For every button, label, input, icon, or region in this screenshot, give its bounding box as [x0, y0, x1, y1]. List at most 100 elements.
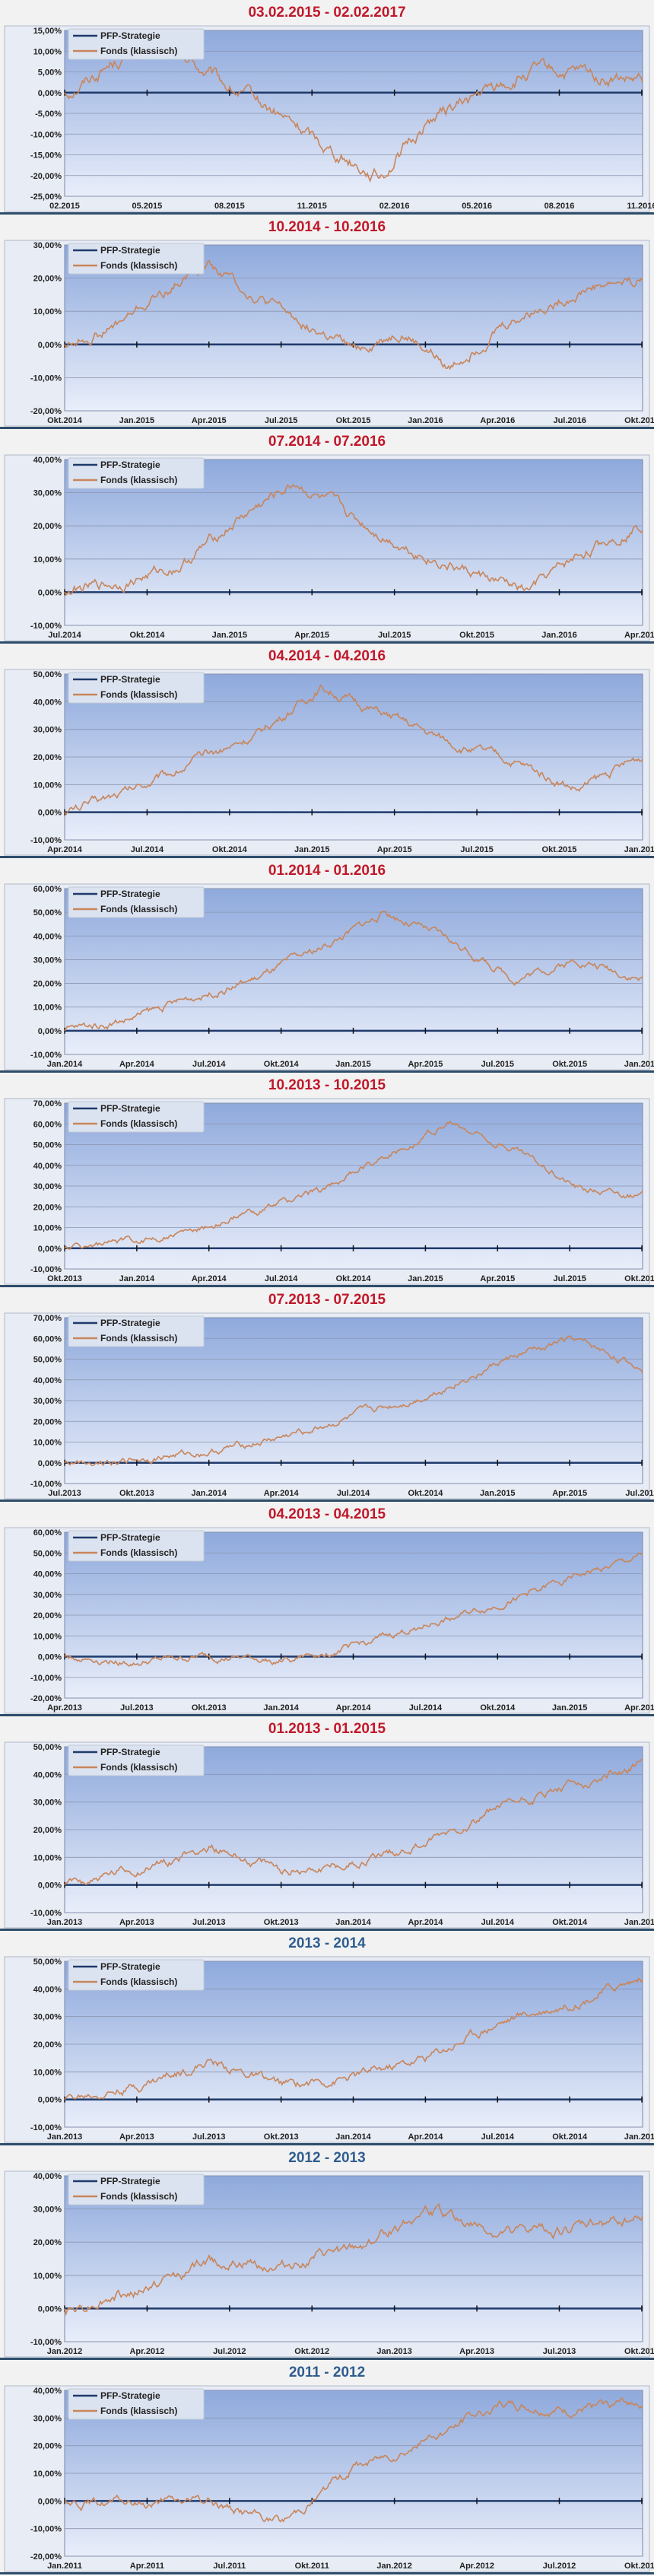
legend-label-fonds: Fonds (klassisch) — [100, 1977, 177, 1987]
chart-title: 10.2014 - 10.2016 — [268, 219, 386, 235]
x-tick-label: Jan.2015 — [119, 416, 154, 425]
y-tick-label: 30,00% — [33, 1591, 62, 1600]
panel-separator — [0, 1499, 654, 1502]
chart-title: 01.2014 - 01.2016 — [268, 863, 386, 879]
y-tick-label: 40,00% — [33, 1770, 62, 1779]
x-tick-label: Jul.2014 — [131, 845, 164, 854]
x-tick-label: Jul.2013 — [192, 1918, 225, 1927]
x-tick-label: Jul.2015 — [553, 1274, 586, 1283]
chart-svg: 40,00%30,00%20,00%10,00%0,00%-10,00%Jul.… — [4, 454, 654, 641]
x-tick-label: Jul.2014 — [481, 2132, 515, 2142]
x-tick-label: Okt.2013 — [119, 1489, 154, 1498]
x-tick-label: Okt.2015 — [542, 845, 577, 854]
y-tick-label: 10,00% — [33, 47, 62, 56]
y-tick-label: 0,00% — [38, 1245, 62, 1254]
series-line-fonds — [64, 1553, 643, 1668]
x-tick-label: 11.2015 — [297, 202, 327, 211]
legend-box — [68, 672, 205, 704]
legend-label-fonds: Fonds (klassisch) — [100, 1762, 177, 1773]
y-tick-label: 0,00% — [38, 809, 62, 818]
y-tick-label: 30,00% — [33, 1798, 62, 1808]
legend-label-pfp: PFP-Strategie — [100, 1318, 160, 1328]
x-tick-label: Jul.2015 — [625, 1489, 654, 1498]
x-tick-label: Jan.2014 — [263, 1703, 299, 1713]
x-tick-label: Okt.2014 — [264, 1060, 300, 1069]
y-tick-label: 20,00% — [33, 2040, 62, 2050]
x-tick-label: Jul.2015 — [460, 845, 493, 854]
chart-title: 2011 - 2012 — [288, 2365, 366, 2380]
x-tick-label: Apr.2014 — [264, 1489, 300, 1498]
x-tick-label: Jan.2015 — [408, 1274, 443, 1283]
chart-svg: 70,00% 60,00% 50,00% 40,00% 30,00% 20,00% 10,0… — [4, 1312, 654, 1499]
chart-svg: 30,00%20,00%10,00%0,00%-10,00%-20,00%Okt… — [4, 240, 654, 427]
y-tick-label: -10,00% — [30, 1674, 62, 1683]
series-line-fonds — [64, 2202, 643, 2317]
y-tick-label: 50,00% — [33, 1356, 62, 1365]
panel-separator — [0, 2358, 654, 2360]
legend-label-fonds: Fonds (klassisch) — [100, 260, 177, 271]
legend-box — [68, 457, 205, 489]
x-tick-label: Jan.2015 — [624, 1918, 654, 1927]
panel-separator — [0, 2572, 654, 2574]
x-tick-label: Okt.2013 — [264, 2132, 299, 2142]
y-tick-label: 30,00% — [33, 2013, 62, 2022]
chart-panel: 04.2014 - 04.2016 50,00% 40,00% 30,00% 20,00… — [0, 644, 654, 858]
legend-label-fonds: Fonds (klassisch) — [100, 1333, 177, 1344]
y-tick-label: 50,00% — [33, 670, 62, 679]
chart-panel: 2012 - 2013 40,00% 30,00% 20,00% 10,00% 0,00%… — [0, 2145, 654, 2360]
y-tick-label: -10,00% — [30, 836, 62, 845]
y-tick-label: 70,00% — [33, 1099, 62, 1108]
chart-svg: 60,00% 50,00% 40,00% 30,00% 20,00% 10,00% 0,00… — [4, 883, 654, 1070]
y-tick-label: 20,00% — [33, 1203, 62, 1212]
y-tick-label: -20,00% — [30, 2552, 62, 2562]
chart-title: 01.2013 - 01.2015 — [268, 1721, 386, 1737]
y-tick-label: 0,00% — [38, 588, 62, 597]
series-line-fonds — [64, 1758, 643, 1886]
x-tick-label: Okt.2014 — [552, 1918, 588, 1927]
x-tick-label: Okt.2012 — [294, 2347, 329, 2356]
x-tick-label: Jan.2014 — [335, 2132, 371, 2142]
x-tick-label: Jul.2014 — [265, 1274, 298, 1283]
x-tick-label: Jul.2013 — [192, 2132, 225, 2142]
y-tick-label: 40,00% — [33, 698, 62, 707]
panel-separator — [0, 856, 654, 858]
chart-title: 2012 - 2013 — [288, 2150, 366, 2166]
x-tick-label: Apr.2015 — [294, 631, 329, 640]
x-tick-label: Okt.2014 — [408, 1489, 443, 1498]
legend-box — [68, 28, 205, 60]
legend-label-fonds: Fonds (klassisch) — [100, 1547, 177, 1558]
x-tick-label: Okt.2014 — [336, 1274, 372, 1283]
y-tick-label: 20,00% — [33, 753, 62, 762]
series-line-fonds — [64, 483, 643, 596]
y-tick-label: 10,00% — [33, 1439, 62, 1448]
x-tick-label: Jan.2013 — [376, 2347, 411, 2356]
x-tick-label: Apr.2014 — [408, 2132, 443, 2142]
x-tick-label: Jan.2013 — [47, 1918, 82, 1927]
legend-box — [68, 1315, 205, 1347]
x-tick-label: Jul.2014 — [337, 1489, 370, 1498]
y-tick-label: 20,00% — [33, 2238, 62, 2247]
x-tick-label: Jul.2016 — [553, 416, 586, 425]
x-tick-label: 02.2016 — [379, 202, 410, 211]
y-tick-label: -20,00% — [30, 407, 62, 416]
panel-separator — [0, 427, 654, 429]
y-tick-label: -10,00% — [30, 1265, 62, 1274]
y-tick-label: -10,00% — [30, 2525, 62, 2534]
y-tick-label: -5,00% — [35, 110, 62, 119]
chart-panel: 07.2013 - 07.2015 70,00% 60,00% 50,00% 40,00… — [0, 1287, 654, 1502]
chart-title: 07.2014 - 07.2016 — [268, 434, 386, 450]
x-tick-label: Okt.2015 — [459, 631, 494, 640]
series-line-fonds — [64, 1977, 643, 2101]
y-tick-label: -20,00% — [30, 1694, 62, 1703]
chart-title: 2013 - 2014 — [288, 1935, 366, 1951]
y-tick-label: 50,00% — [33, 1549, 62, 1558]
legend-label-pfp: PFP-Strategie — [100, 30, 160, 41]
chart-title: 04.2014 - 04.2016 — [268, 648, 386, 664]
y-tick-label: 20,00% — [33, 2442, 62, 2451]
x-tick-label: Apr.2015 — [408, 1060, 443, 1069]
y-tick-label: 20,00% — [33, 1417, 62, 1426]
x-tick-label: Jul.2015 — [378, 631, 411, 640]
y-tick-label: 60,00% — [33, 1334, 62, 1344]
legend-label-fonds: Fonds (klassisch) — [100, 689, 177, 700]
x-tick-label: Apr.2014 — [47, 845, 83, 854]
